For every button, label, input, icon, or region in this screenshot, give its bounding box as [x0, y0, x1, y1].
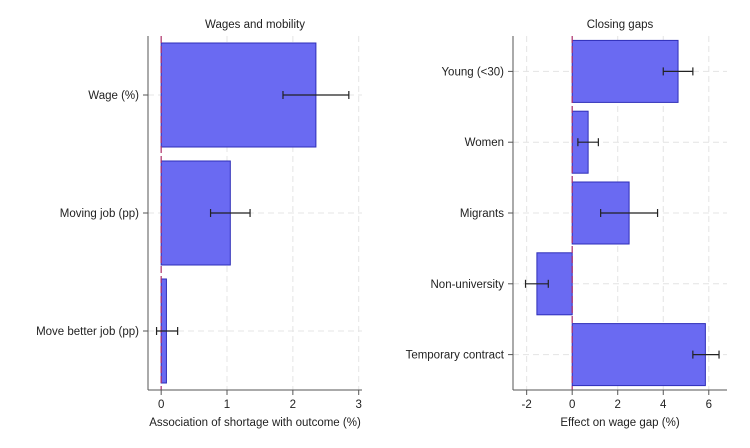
x-tick-label: 4	[660, 399, 667, 411]
x-tick-label: 2	[290, 399, 296, 411]
bar	[571, 323, 706, 387]
panel-2: -2 0 2 4 6 Young (<30) Women Migrants Non-univer…	[406, 19, 727, 429]
bar	[571, 39, 679, 103]
chart-title: Closing gaps	[587, 19, 654, 31]
x-tick-label: 0	[569, 399, 575, 411]
category-label: Wage (%)	[88, 90, 139, 102]
category-label: Moving job (pp)	[60, 208, 139, 220]
x-tick-label: 0	[158, 399, 164, 411]
x-tick-label: 1	[224, 399, 230, 411]
panel-1: 0 1 2 3 Wage (%) Moving job (pp) Move better j…	[36, 19, 362, 429]
category-label: Young (<30)	[441, 66, 504, 78]
x-tick-label: 3	[356, 399, 362, 411]
category-label: Temporary contract	[406, 350, 505, 362]
category-label: Move better job (pp)	[36, 326, 139, 338]
chart-title: Wages and mobility	[205, 19, 305, 31]
x-tick-label: 2	[615, 399, 621, 411]
x-tick-label: 6	[706, 399, 712, 411]
x-tick-label: -2	[522, 399, 532, 411]
category-label: Migrants	[460, 208, 504, 220]
x-axis-label: Association of shortage with outcome (%)	[149, 417, 361, 429]
x-axis-label: Effect on wage gap (%)	[560, 417, 679, 429]
category-label: Women	[465, 137, 504, 149]
category-label: Non-university	[431, 279, 505, 291]
